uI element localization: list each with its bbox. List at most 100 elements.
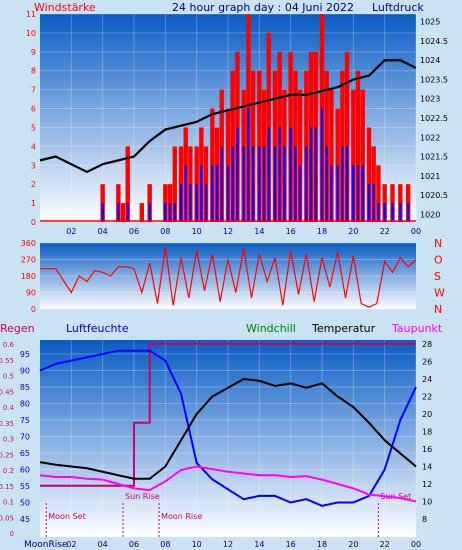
pressure-tick-label: 1021 bbox=[420, 172, 440, 181]
wind-mean-bar bbox=[336, 165, 339, 222]
rain-tick-label: 0.3 bbox=[3, 436, 14, 444]
wind-mean-bar bbox=[117, 203, 120, 222]
wind-mean-bar bbox=[341, 146, 344, 222]
rain-tick-label: 0.5 bbox=[3, 373, 14, 381]
time-tick-label-lower: 22 bbox=[380, 540, 390, 549]
temperature-panel bbox=[40, 340, 416, 537]
wind-mean-bar bbox=[391, 203, 394, 222]
rain-tick-label: 0.25 bbox=[0, 451, 14, 459]
wind-mean-bar bbox=[399, 203, 402, 222]
temperature-tick-label: 16 bbox=[422, 445, 432, 454]
wind-mean-bar bbox=[330, 165, 333, 222]
wind-tick-label: 4 bbox=[31, 142, 36, 151]
direction-panel bbox=[40, 243, 416, 309]
time-tick-label: 10 bbox=[192, 227, 202, 236]
wind-gust-bar bbox=[139, 203, 145, 222]
wind-mean-bar bbox=[361, 165, 364, 222]
wind-gust-bar bbox=[297, 89, 303, 223]
wind-gust-bar bbox=[366, 127, 372, 222]
pressure-axis-title: Luftdruck bbox=[372, 1, 424, 14]
humidity-tick-label: 55 bbox=[20, 482, 30, 491]
wind-mean-bar bbox=[298, 165, 302, 222]
time-tick-label: 04 bbox=[98, 227, 108, 236]
wind-mean-bar bbox=[247, 108, 250, 222]
bottom-event-label: MoonRise bbox=[24, 540, 68, 550]
rain-tick-label: 0.45 bbox=[0, 388, 14, 396]
direction-tick-label: 270 bbox=[21, 256, 36, 265]
wind-mean-bar bbox=[168, 203, 172, 222]
wind-tick-label: 5 bbox=[31, 123, 36, 132]
time-tick-label-lower: 06 bbox=[129, 540, 139, 549]
wind-mean-bar bbox=[242, 146, 245, 222]
time-tick-label: 18 bbox=[317, 227, 327, 236]
wind-mean-bar bbox=[231, 146, 234, 222]
time-tick-label: 12 bbox=[223, 227, 233, 236]
event-label: Moon Set bbox=[48, 512, 85, 521]
pressure-tick-label: 1022.5 bbox=[420, 114, 448, 123]
pressure-tick-label: 1021.5 bbox=[420, 153, 448, 162]
pressure-tick-label: 1020 bbox=[420, 210, 440, 219]
humidity-tick-label: 90 bbox=[20, 367, 30, 376]
wind-gust-bar bbox=[360, 89, 365, 223]
rain-tick-label: 0.1 bbox=[3, 499, 14, 507]
wind-mean-bar bbox=[345, 146, 349, 222]
time-tick-label: 00 bbox=[411, 227, 421, 236]
time-tick-label: 06 bbox=[129, 227, 139, 236]
time-tick-label-lower: 08 bbox=[160, 540, 170, 549]
wind-mean-bar bbox=[305, 146, 308, 222]
wind-mean-bar bbox=[236, 127, 239, 222]
wind-gust-bar bbox=[120, 203, 126, 222]
wind-tick-label: 2 bbox=[31, 180, 36, 189]
wind-gust-bar bbox=[376, 165, 381, 222]
wind-mean-bar bbox=[101, 203, 104, 222]
humidity-tick-label: 65 bbox=[20, 449, 30, 458]
wind-mean-bar bbox=[407, 203, 410, 222]
time-tick-label: 22 bbox=[380, 227, 390, 236]
rain-tick-label: 0 bbox=[10, 530, 14, 538]
rain-line bbox=[40, 343, 416, 487]
temperature-tick-label: 22 bbox=[422, 393, 432, 402]
wind-mean-bar bbox=[377, 203, 380, 222]
temperature-tick-label: 8 bbox=[422, 515, 427, 524]
temperature-tick-label: 28 bbox=[422, 340, 432, 349]
time-tick-label-lower: 18 bbox=[317, 540, 327, 549]
wind-tick-label: 8 bbox=[31, 67, 36, 76]
wind-mean-bar bbox=[356, 165, 360, 222]
wind-mean-bar bbox=[164, 203, 167, 222]
temperature-tick-label: 10 bbox=[422, 498, 432, 507]
wind-tick-label: 3 bbox=[31, 161, 36, 170]
time-tick-label: 16 bbox=[286, 227, 296, 236]
direction-tick-label: 0 bbox=[31, 305, 36, 314]
time-tick-label: 02 bbox=[66, 227, 76, 236]
direction-tick-label: 360 bbox=[21, 239, 36, 248]
compass-label: N bbox=[434, 237, 442, 250]
wind-mean-bar bbox=[320, 108, 324, 222]
wind-mean-bar bbox=[189, 184, 192, 222]
time-tick-label-lower: 12 bbox=[223, 540, 233, 549]
pressure-tick-label: 1022 bbox=[420, 133, 440, 142]
rain-tick-label: 0.4 bbox=[3, 404, 15, 412]
wind-mean-bar bbox=[273, 146, 277, 222]
time-tick-label: 14 bbox=[254, 227, 264, 236]
temperature-tick-label: 18 bbox=[422, 428, 432, 437]
wind-tick-label: 6 bbox=[31, 105, 36, 114]
wind-mean-bar bbox=[289, 127, 292, 222]
pressure-tick-label: 1023 bbox=[420, 95, 440, 104]
wind-mean-bar bbox=[278, 127, 281, 222]
wind-mean-bar bbox=[211, 165, 214, 222]
temperature-tick-label: 24 bbox=[422, 375, 432, 384]
time-tick-label-lower: 20 bbox=[348, 540, 358, 549]
wind-mean-bar bbox=[267, 127, 270, 222]
pressure-tick-label: 1025 bbox=[420, 18, 440, 27]
wind-tick-label: 9 bbox=[31, 48, 36, 57]
pressure-line bbox=[39, 59, 417, 174]
wind-mean-bar bbox=[372, 184, 375, 222]
wind-mean-bar bbox=[314, 127, 317, 222]
wind-mean-bar bbox=[179, 184, 183, 222]
time-tick-label: 20 bbox=[348, 227, 358, 236]
time-tick-label-lower: 02 bbox=[66, 540, 76, 549]
pressure-tick-label: 1020.5 bbox=[420, 191, 448, 200]
time-tick-label-lower: 14 bbox=[254, 540, 264, 549]
wind-axis-title: Windstärke bbox=[34, 1, 96, 14]
wind-gust-bar bbox=[344, 51, 350, 223]
